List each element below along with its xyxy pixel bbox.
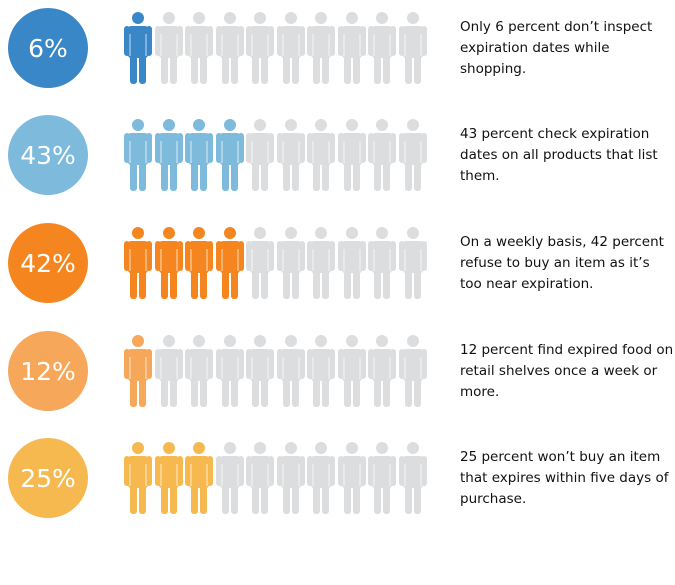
- percent-badge: 25%: [8, 438, 88, 518]
- stat-description: On a weekly basis, 42 percent refuse to …: [460, 234, 664, 292]
- stat-row: 25% 25 percent won’t buy an item that ex…: [0, 438, 675, 585]
- stat-row: 12% 12 percent find expired food on reta…: [0, 331, 675, 478]
- stat-row: 6% Only 6 percent don’t inspect expirati…: [0, 8, 675, 155]
- stat-description: 25 percent won’t buy an item that expire…: [460, 449, 669, 507]
- percent-badge: 42%: [8, 223, 88, 303]
- stat-description: 43 percent check expiration dates on all…: [460, 126, 658, 184]
- stat-description: Only 6 percent don’t inspect expiration …: [460, 19, 653, 77]
- percent-badge: 12%: [8, 331, 88, 411]
- stat-row: 43% 43 percent check expiration dates on…: [0, 115, 675, 262]
- stat-row: 42% On a weekly basis, 42 percent refuse…: [0, 223, 675, 370]
- stat-description: 12 percent find expired food on retail s…: [460, 342, 674, 400]
- percent-badge: 6%: [8, 8, 88, 88]
- percent-badge: 43%: [8, 115, 88, 195]
